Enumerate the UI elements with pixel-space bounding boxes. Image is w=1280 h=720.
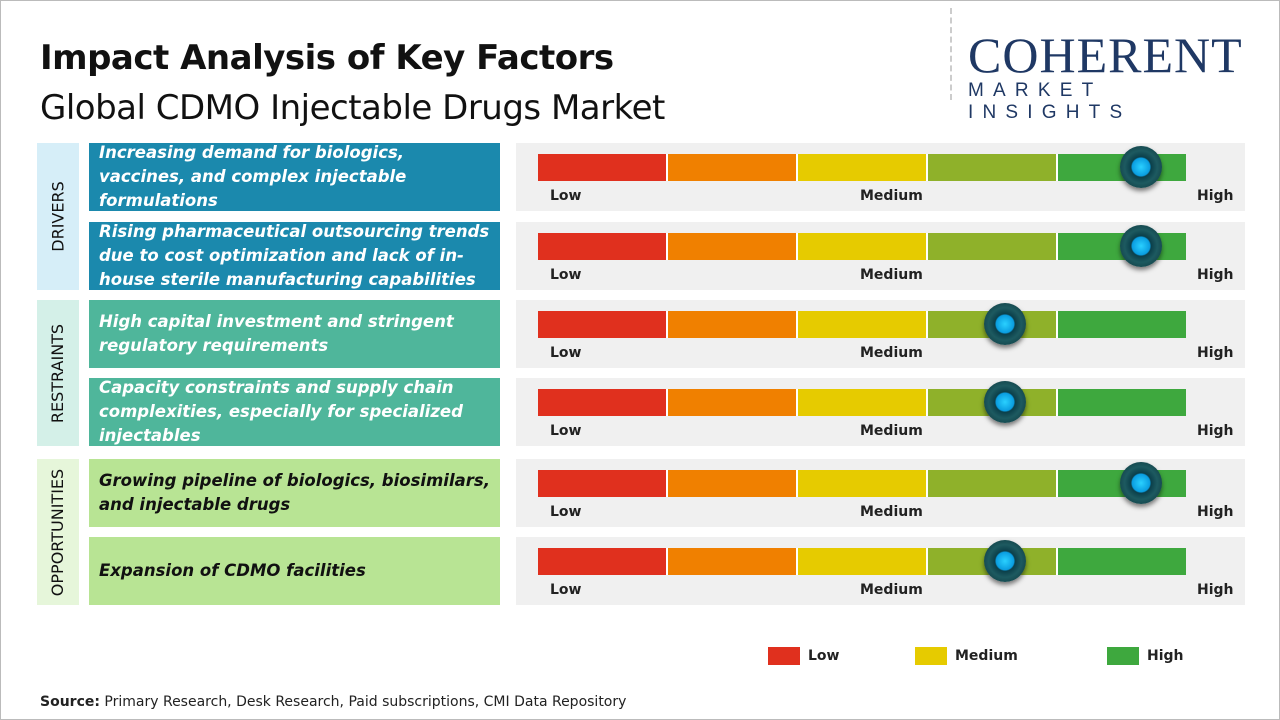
scale-label: Low <box>550 504 582 520</box>
gauge-segment <box>1058 548 1186 575</box>
scale-label: Medium <box>860 423 923 439</box>
scale-label: Medium <box>860 504 923 520</box>
scale-label: Medium <box>860 267 923 283</box>
impact-gauge: Low Medium High <box>516 378 1245 446</box>
gauge-segment <box>798 548 928 575</box>
impact-indicator-knob <box>1119 225 1162 267</box>
page-subtitle: Global CDMO Injectable Drugs Market <box>40 88 665 128</box>
impact-gauge: Low Medium High <box>516 300 1245 368</box>
gauge-segment <box>1058 311 1186 338</box>
gauge-segment <box>668 470 798 497</box>
scale-label: Low <box>550 345 582 361</box>
gauge-bar <box>538 389 1186 416</box>
impact-indicator-knob <box>983 540 1026 582</box>
gauge-segment <box>538 470 668 497</box>
legend-high: High <box>1107 647 1184 665</box>
factor-label: Growing pipeline of biologics, biosimila… <box>89 459 500 527</box>
gauge-segment <box>1058 389 1186 416</box>
scale-label: High <box>1197 504 1234 520</box>
gauge-bar <box>538 233 1186 260</box>
impact-indicator-knob <box>1119 146 1162 188</box>
source-label: Source: <box>40 694 100 710</box>
factor-label: Rising pharmaceutical outsourcing trends… <box>89 222 500 290</box>
gauge-bar <box>538 311 1186 338</box>
gauge-segment <box>668 389 798 416</box>
scale-label: Low <box>550 188 582 204</box>
legend-medium: Medium <box>915 647 1018 665</box>
scale-label: High <box>1197 345 1234 361</box>
scale-label: Medium <box>860 582 923 598</box>
factor-label: Capacity constraints and supply chain co… <box>89 378 500 446</box>
factor-label: High capital investment and stringent re… <box>89 300 500 368</box>
gauge-segment <box>798 233 928 260</box>
gauge-bar <box>538 470 1186 497</box>
scale-label: Medium <box>860 345 923 361</box>
legend-swatch-high <box>1107 647 1139 665</box>
gauge-bar <box>538 154 1186 181</box>
category-label: OPPORTUNITIES <box>48 468 68 596</box>
gauge-segment <box>798 389 928 416</box>
impact-gauge: Low Medium High <box>516 143 1245 211</box>
legend-low: Low <box>768 647 839 665</box>
source-note: Source: Primary Research, Desk Research,… <box>40 694 626 710</box>
impact-gauge: Low Medium High <box>516 459 1245 527</box>
gauge-segment <box>928 154 1058 181</box>
gauge-segment <box>538 233 668 260</box>
factor-label: Increasing demand for biologics, vaccine… <box>89 143 500 211</box>
logo: COHERENT MARKET INSIGHTS <box>968 30 1260 124</box>
divider <box>950 8 952 100</box>
category-label: RESTRAINTS <box>48 323 68 423</box>
scale-label: High <box>1197 267 1234 283</box>
gauge-segment <box>538 154 668 181</box>
scale-label: High <box>1197 188 1234 204</box>
legend-label: Low <box>808 648 840 664</box>
scale-label: Medium <box>860 188 923 204</box>
impact-indicator-knob <box>983 381 1026 423</box>
gauge-segment <box>798 311 928 338</box>
gauge-segment <box>928 470 1058 497</box>
legend-swatch-medium <box>915 647 947 665</box>
gauge-segment <box>798 470 928 497</box>
gauge-segment <box>538 311 668 338</box>
logo-tagline: MARKET INSIGHTS <box>968 80 1132 123</box>
impact-gauge: Low Medium High <box>516 537 1245 605</box>
legend-label: High <box>1147 648 1184 664</box>
page-title: Impact Analysis of Key Factors <box>40 38 614 78</box>
legend-label: Medium <box>955 648 1018 664</box>
source-text: Primary Research, Desk Research, Paid su… <box>99 694 627 710</box>
gauge-segment <box>668 233 798 260</box>
scale-label: Low <box>550 423 582 439</box>
category-drivers: DRIVERS <box>37 143 79 290</box>
impact-gauge: Low Medium High <box>516 222 1245 290</box>
category-restraints: RESTRAINTS <box>37 300 79 446</box>
category-label: DRIVERS <box>48 181 68 252</box>
gauge-segment <box>798 154 928 181</box>
category-opportunities: OPPORTUNITIES <box>37 459 79 605</box>
factor-label: Expansion of CDMO facilities <box>89 537 500 605</box>
scale-label: Low <box>550 267 582 283</box>
scale-label: High <box>1197 423 1234 439</box>
impact-indicator-knob <box>1119 462 1162 504</box>
gauge-segment <box>538 389 668 416</box>
gauge-segment <box>668 154 798 181</box>
legend-swatch-low <box>768 647 800 665</box>
gauge-segment <box>668 311 798 338</box>
scale-label: High <box>1197 582 1234 598</box>
impact-indicator-knob <box>983 303 1026 345</box>
scale-label: Low <box>550 582 582 598</box>
logo-wordmark: COHERENT <box>968 27 1243 83</box>
gauge-segment <box>668 548 798 575</box>
gauge-bar <box>538 548 1186 575</box>
gauge-segment <box>538 548 668 575</box>
gauge-segment <box>928 233 1058 260</box>
